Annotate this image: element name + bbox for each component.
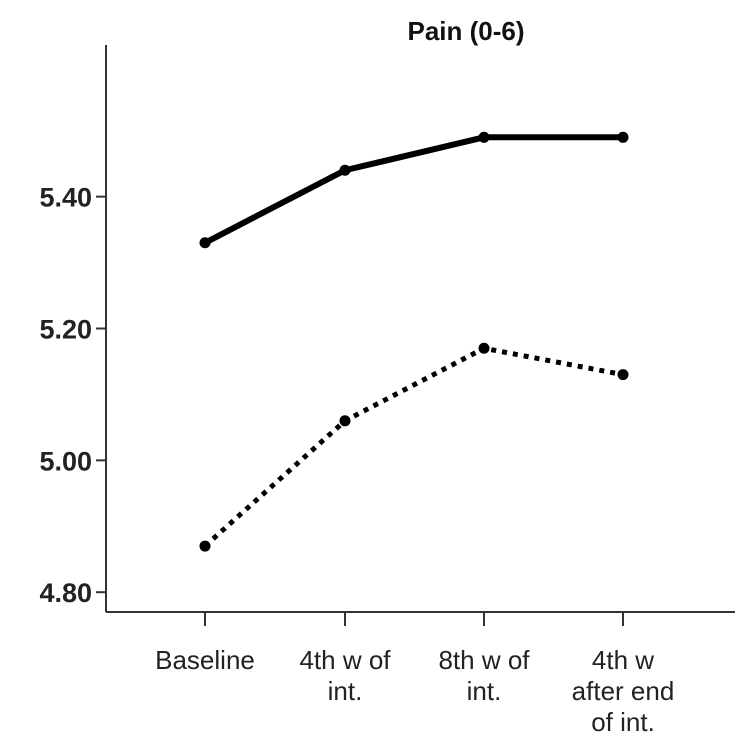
- x-tick-label: after end: [572, 676, 675, 706]
- x-tick-label: int.: [467, 676, 502, 706]
- data-point: [339, 164, 351, 176]
- x-tick-label: int.: [328, 676, 363, 706]
- x-tick-label: Baseline: [155, 645, 255, 675]
- y-tick-label: 4.80: [39, 578, 92, 608]
- x-tick-label: 4th w of: [299, 645, 391, 675]
- series-layer: [199, 131, 629, 552]
- axes: [105, 45, 735, 613]
- chart-title: Pain (0-6): [407, 16, 524, 46]
- data-point: [199, 540, 211, 552]
- data-point: [617, 131, 629, 143]
- data-point: [199, 237, 211, 249]
- y-tick-label: 5.40: [39, 183, 92, 213]
- y-tick-label: 5.20: [39, 315, 92, 345]
- data-point: [478, 342, 490, 354]
- series-line-dotted: [203, 345, 624, 548]
- data-point: [339, 415, 351, 427]
- series-line-solid: [203, 134, 623, 246]
- y-tick-label: 5.00: [39, 446, 92, 476]
- x-tick-label: of int.: [591, 707, 655, 737]
- x-tick-label: 4th w: [592, 645, 654, 675]
- data-point: [617, 369, 629, 381]
- x-tick-label: 8th w of: [438, 645, 530, 675]
- data-point: [478, 131, 490, 143]
- y-axis-ticks: 4.80 5.00 5.20 5.40: [39, 183, 106, 608]
